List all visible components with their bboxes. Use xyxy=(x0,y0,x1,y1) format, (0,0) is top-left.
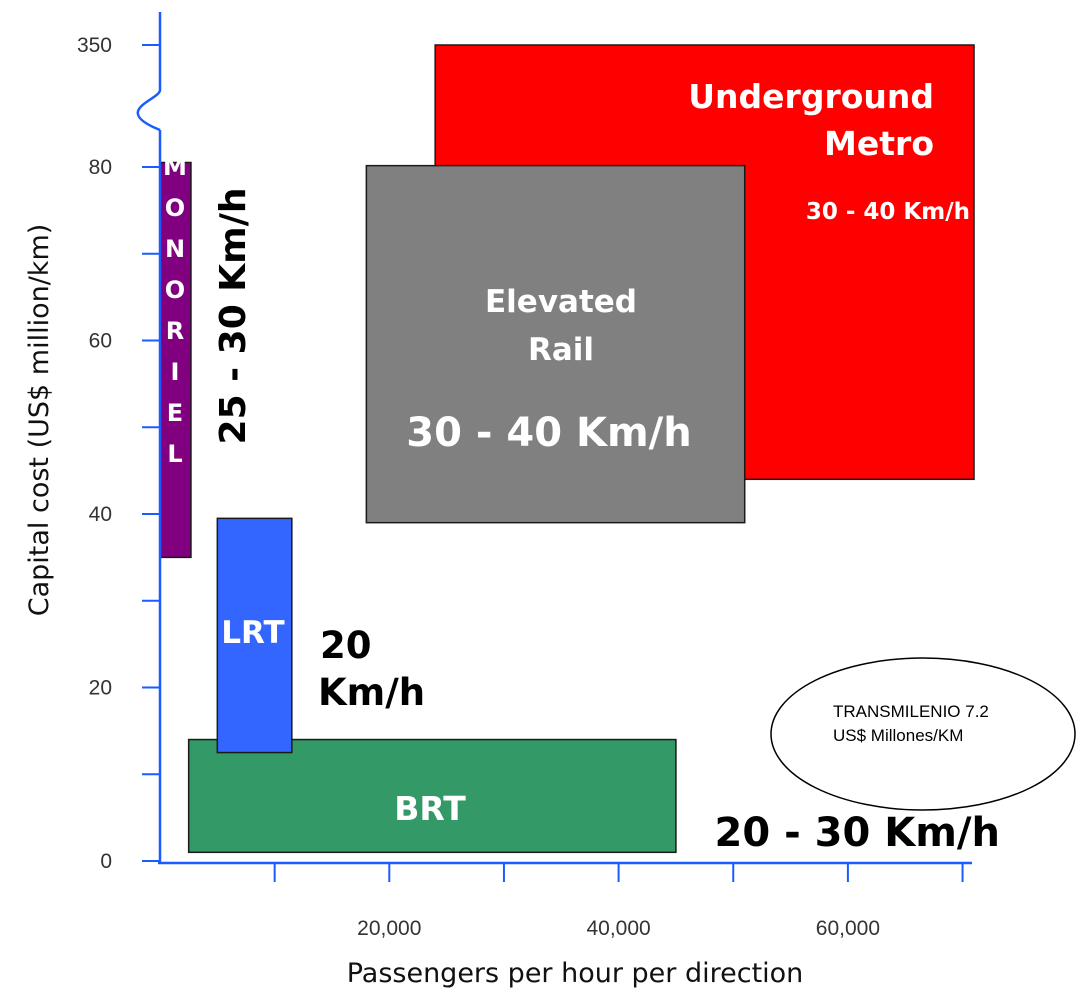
monorail-letter: N xyxy=(165,235,185,263)
monorail-letter: M xyxy=(163,153,187,181)
monorail-speed: 25 - 30 Km/h xyxy=(213,188,254,445)
lrt-speed: 20 xyxy=(320,624,372,667)
y-tick-label: 40 xyxy=(89,503,112,526)
x-tick-label: 20,000 xyxy=(357,917,421,940)
elevated-speed: 30 - 40 Km/h xyxy=(406,410,691,456)
axes: 0 20 40 60 80 350 20,000 40,000 60,000 Passengers… xyxy=(24,12,972,989)
elevated-label: Rail xyxy=(528,332,594,368)
brt-label: BRT xyxy=(394,789,466,828)
x-axis-title: Passengers per hour per direction xyxy=(347,958,804,989)
y-tick-label: 0 xyxy=(100,850,112,873)
annotation-ellipse xyxy=(770,657,1076,811)
monorail-letter: R xyxy=(166,317,184,345)
box-labels: Underground Metro 30 - 40 Km/h Elevated Rail… xyxy=(163,77,1000,856)
monorail-letter: O xyxy=(165,276,185,304)
lrt-label: LRT xyxy=(221,615,284,651)
metro-speed: 30 - 40 Km/h xyxy=(806,199,970,225)
box-brt xyxy=(187,738,677,854)
y-tick-label: 350 xyxy=(77,34,112,57)
box-elevated-rail xyxy=(365,164,746,524)
monorail-letter: L xyxy=(167,440,182,468)
metro-label: Underground xyxy=(688,77,934,116)
lrt-speed: Km/h xyxy=(318,671,425,714)
monorail-letter: I xyxy=(171,358,180,386)
system-boxes xyxy=(159,44,975,854)
annotation-line: US$ Millones/KM xyxy=(833,726,963,745)
x-tick-label: 40,000 xyxy=(586,917,650,940)
annotation-line: TRANSMILENIO 7.2 xyxy=(833,702,989,721)
y-tick-label: 80 xyxy=(89,156,112,179)
box-monoriel xyxy=(159,161,192,559)
y-tick-label: 20 xyxy=(89,677,112,700)
monorail-letter: E xyxy=(167,399,183,427)
x-tick-label: 60,000 xyxy=(816,917,880,940)
y-axis-title: Capital cost (US$ million/km) xyxy=(24,224,55,617)
metro-label: Metro xyxy=(824,124,934,163)
brt-speed: 20 - 30 Km/h xyxy=(715,810,1000,856)
y-tick-label: 60 xyxy=(89,330,112,353)
box-lrt xyxy=(216,517,293,754)
monorail-letter: O xyxy=(165,194,185,222)
y-axis-break xyxy=(136,89,162,132)
transmilenio-note: TRANSMILENIO 7.2 US$ Millones/KM xyxy=(770,657,1076,811)
elevated-label: Elevated xyxy=(485,284,637,320)
